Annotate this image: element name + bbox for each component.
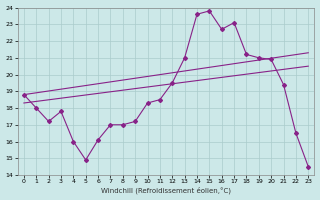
X-axis label: Windchill (Refroidissement éolien,°C): Windchill (Refroidissement éolien,°C) — [101, 187, 231, 194]
